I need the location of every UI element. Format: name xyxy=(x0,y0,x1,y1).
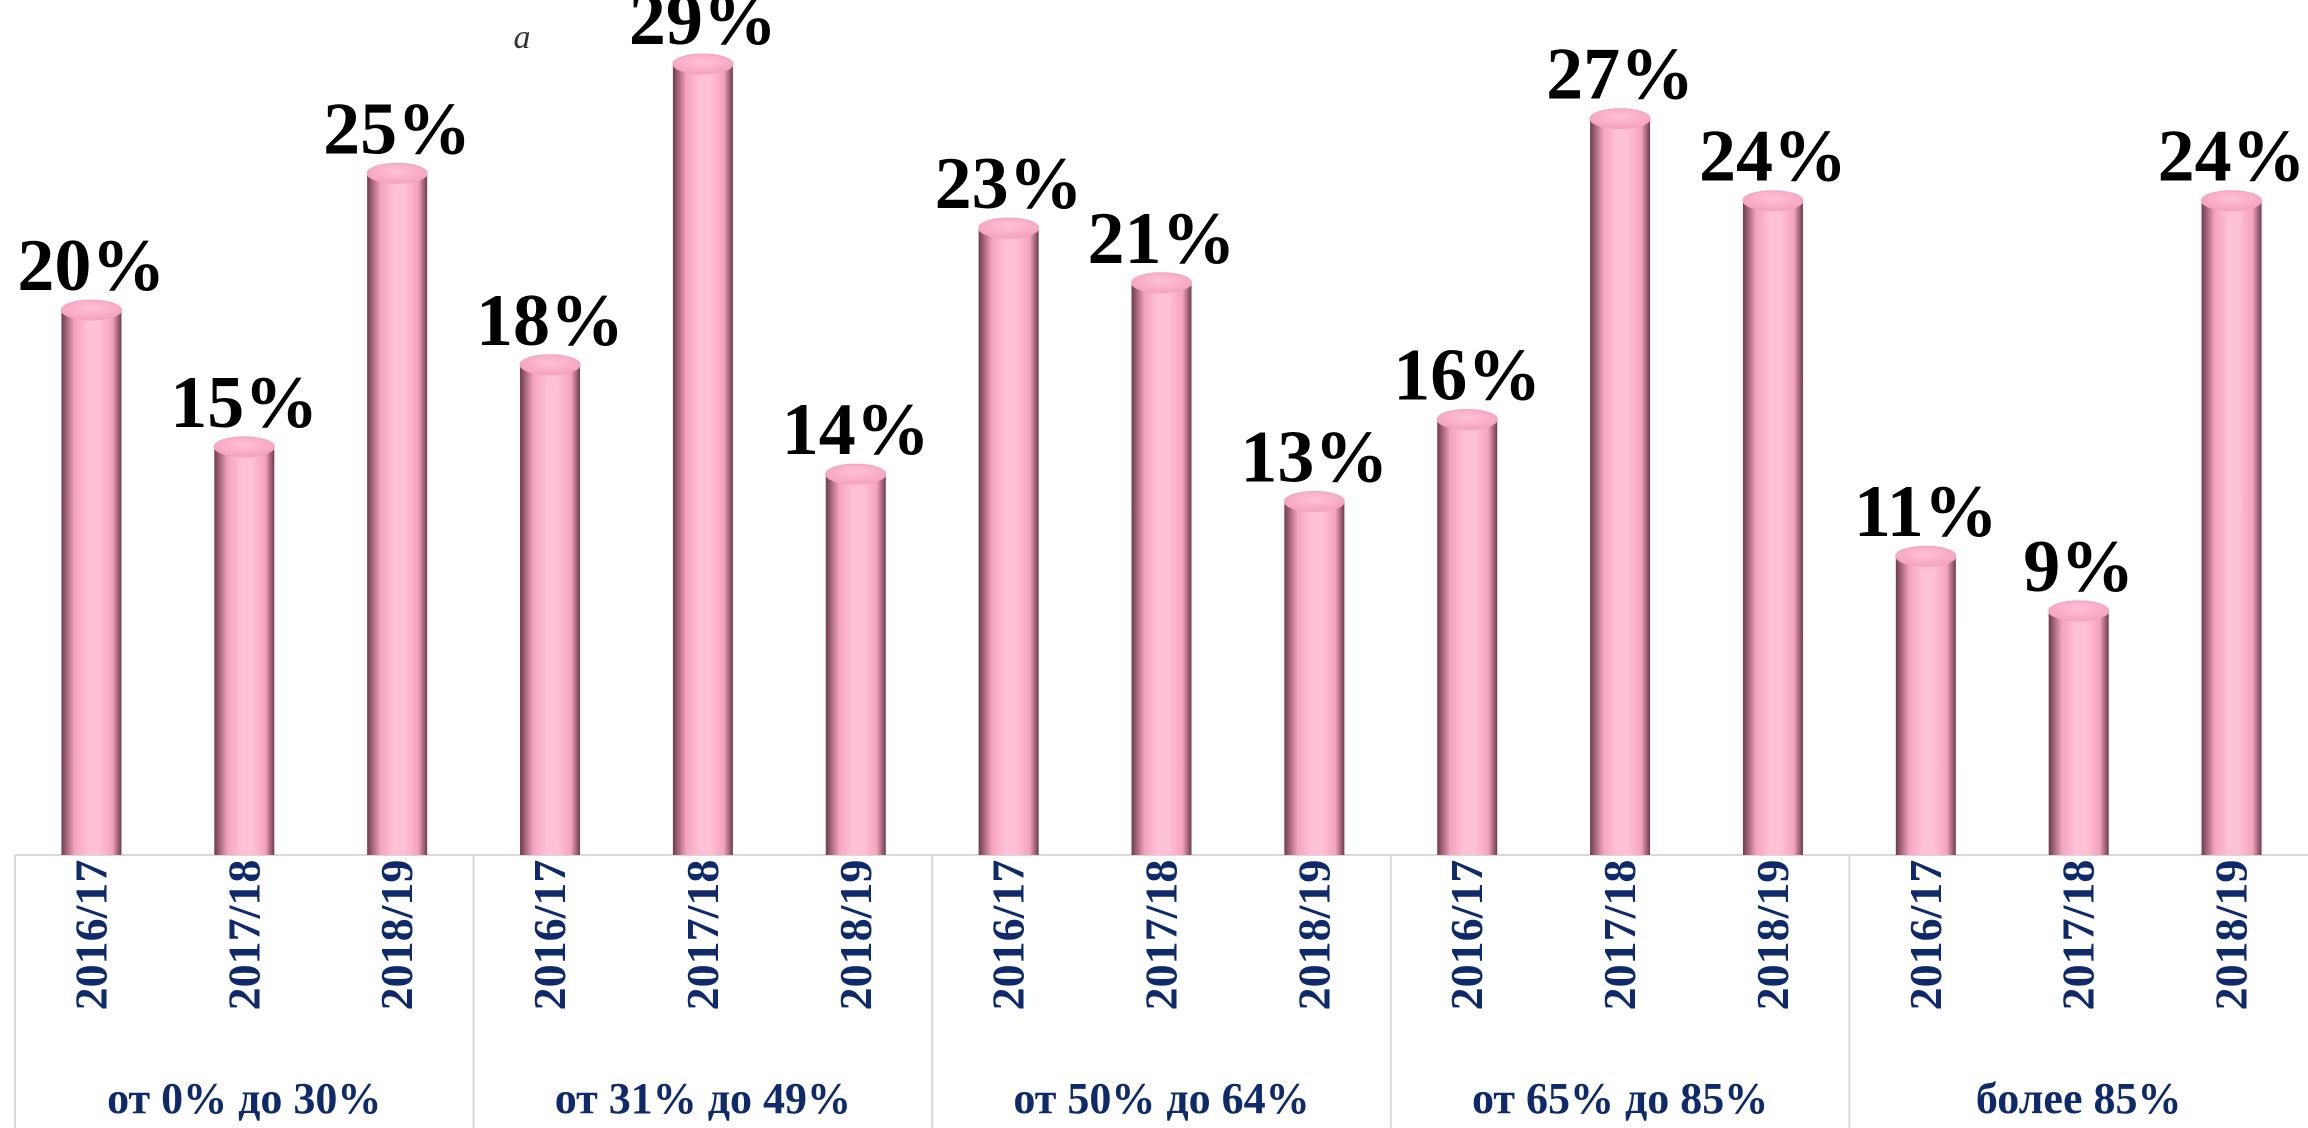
value-label: 9% xyxy=(2023,526,2134,608)
year-tick-label: 2016/17 xyxy=(983,860,1034,1011)
bar-cap xyxy=(519,354,581,376)
year-tick-label: 2017/18 xyxy=(218,860,269,1011)
value-label: 21% xyxy=(1088,198,1236,280)
value-label: 23% xyxy=(935,143,1083,225)
bar-cap xyxy=(1895,545,1957,567)
bar xyxy=(520,362,581,855)
bar-cap xyxy=(366,162,428,184)
group-tick-label: от 50% до 64% xyxy=(1013,1074,1309,1123)
bar-cap xyxy=(1589,108,1651,130)
year-tick-label: 2016/17 xyxy=(1900,860,1951,1011)
bar-cap xyxy=(1131,272,1192,294)
bar-cap xyxy=(60,299,122,321)
year-tick-label: 2016/17 xyxy=(524,860,575,1011)
bar xyxy=(1742,198,1803,856)
bar-cap xyxy=(1436,408,1498,430)
year-tick-label: 2018/19 xyxy=(371,860,422,1011)
bar xyxy=(1895,554,1956,855)
group-tick-label: от 0% до 30% xyxy=(107,1074,381,1123)
value-label: 29% xyxy=(629,0,777,61)
group-tick-labels: от 0% до 30% от 31% до 49% от 50% до 64% от… xyxy=(107,1074,2181,1123)
value-label: 15% xyxy=(170,362,318,444)
year-tick-label: 2018/19 xyxy=(2206,860,2257,1011)
bar-cap xyxy=(213,436,275,458)
bar xyxy=(367,171,428,856)
value-label: 13% xyxy=(1240,417,1388,499)
bar-cap xyxy=(1283,491,1345,513)
value-label: 18% xyxy=(476,280,624,362)
value-label: 27% xyxy=(1546,34,1694,116)
bar-cap xyxy=(1742,190,1804,212)
group-tick-label: от 65% до 85% xyxy=(1472,1074,1768,1123)
year-tick-label: 2018/19 xyxy=(1288,860,1339,1011)
value-label: 11% xyxy=(1854,471,1998,553)
value-label: 25% xyxy=(323,88,471,170)
year-tick-label: 2018/19 xyxy=(1747,860,1798,1011)
bar-cap xyxy=(825,463,887,485)
bar-cap xyxy=(2201,190,2263,212)
value-labels: 20%15%25%18%29%14%23%21%13%16%27%24%11%9… xyxy=(17,0,2305,608)
bar-cap xyxy=(2048,600,2110,622)
year-tick-label: 2017/18 xyxy=(677,860,728,1011)
year-tick-labels: 2016/17 2017/18 2018/19 2016/17 2017/18 2018/… xyxy=(65,860,2256,1011)
bar xyxy=(1284,499,1345,855)
year-tick-label: 2018/19 xyxy=(830,860,881,1011)
bar xyxy=(2048,608,2109,855)
group-tick-label: от 31% до 49% xyxy=(555,1074,851,1123)
value-label: 24% xyxy=(2158,116,2306,198)
bar xyxy=(2201,198,2262,856)
bar xyxy=(214,444,275,855)
bars xyxy=(60,53,2263,856)
year-tick-label: 2016/17 xyxy=(1441,860,1492,1011)
value-label: 16% xyxy=(1393,334,1541,416)
bar xyxy=(978,226,1039,855)
value-label: 24% xyxy=(1699,116,1847,198)
year-tick-label: 2017/18 xyxy=(1594,860,1645,1011)
bar xyxy=(672,62,733,855)
year-tick-label: 2016/17 xyxy=(65,860,116,1011)
bar-cap xyxy=(978,217,1040,239)
value-label: 14% xyxy=(782,389,930,471)
year-tick-label: 2017/18 xyxy=(1136,860,1187,1011)
panel-letter: а xyxy=(514,19,531,56)
group-tick-label: более 85% xyxy=(1976,1074,2182,1123)
bar xyxy=(1131,280,1192,855)
value-label: 20% xyxy=(17,225,165,307)
bar xyxy=(61,308,122,855)
bar-cap xyxy=(672,53,734,75)
bar xyxy=(1437,417,1498,855)
bar xyxy=(1590,116,1651,856)
bar xyxy=(825,472,886,855)
year-tick-label: 2017/18 xyxy=(2053,860,2104,1011)
